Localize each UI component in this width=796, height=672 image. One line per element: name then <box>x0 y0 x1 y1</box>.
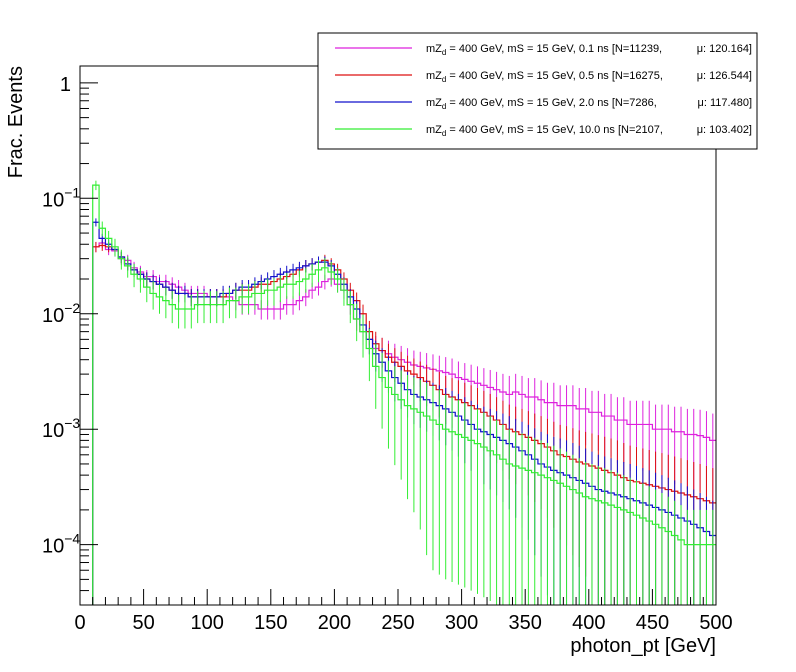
x-tick-label: 250 <box>381 612 414 634</box>
series-3-histogram <box>92 221 716 605</box>
plot-area <box>92 180 716 605</box>
x-tick-label: 350 <box>509 612 542 634</box>
x-tick-label: 500 <box>699 612 732 634</box>
x-tick-label: 0 <box>74 612 85 634</box>
y-tick-label: 1 <box>60 74 71 96</box>
x-tick-label: 450 <box>636 612 669 634</box>
x-tick-label: 50 <box>132 612 154 634</box>
x-tick-label: 300 <box>445 612 478 634</box>
legend: mZd = 400 GeV, mS = 15 GeV, 0.1 ns [N=11… <box>317 32 758 150</box>
series-4-group <box>92 180 716 605</box>
y-axis: 10−4 10−3 10−2 10−1 1 <box>42 74 98 606</box>
legend-mean-3: μ: 117.480] <box>698 97 752 109</box>
legend-mean-2: μ: 126.544] <box>697 70 752 82</box>
legend-entry-1: mZd = 400 GeV, mS = 15 GeV, 0.1 ns [N=11… <box>426 43 662 57</box>
x-tick-label: 100 <box>191 612 224 634</box>
legend-entry-4: mZd = 400 GeV, mS = 15 GeV, 10.0 ns [N=2… <box>426 124 663 138</box>
legend-entry-3: mZd = 400 GeV, mS = 15 GeV, 2.0 ns [N=72… <box>426 97 657 111</box>
y-axis-title: Frac. Events <box>5 66 27 178</box>
legend-entry-2: mZd = 400 GeV, mS = 15 GeV, 0.5 ns [N=16… <box>426 70 663 84</box>
x-axis-title: photon_pt [GeV] <box>570 635 716 657</box>
x-axis: 0 50 100 150 200 250 300 350 400 450 500 <box>74 589 733 634</box>
x-tick-label: 200 <box>318 612 351 634</box>
y-tick-label: 10−2 <box>42 300 80 327</box>
series-layer <box>92 180 716 605</box>
x-tick-label: 150 <box>254 612 287 634</box>
legend-box <box>317 32 758 150</box>
series-1-histogram <box>92 242 716 605</box>
x-tick-label: 400 <box>572 612 605 634</box>
legend-mean-1: μ: 120.164] <box>697 43 752 55</box>
y-tick-label: 10−3 <box>42 415 80 442</box>
y-tick-label: 10−4 <box>42 531 80 558</box>
legend-mean-4: μ: 103.402] <box>697 124 752 136</box>
y-tick-label: 10−1 <box>42 184 80 211</box>
